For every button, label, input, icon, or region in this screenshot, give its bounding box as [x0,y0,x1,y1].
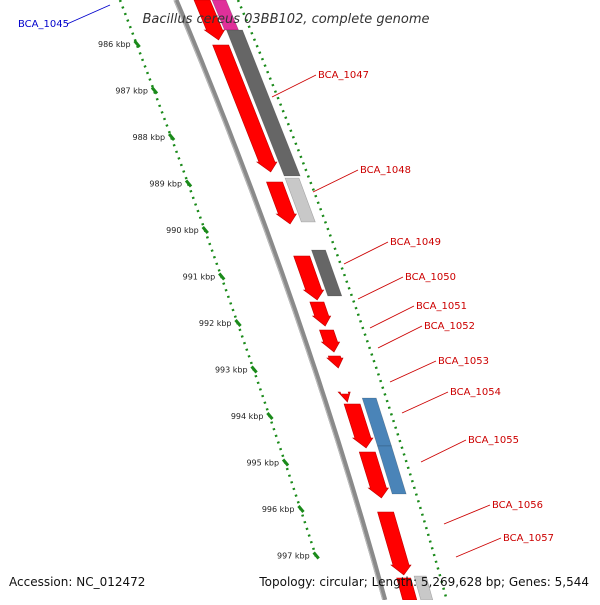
gene-label-bca-1051: BCA_1051 [416,301,467,312]
gene-feature-13 [343,403,374,449]
gene-feature-10 [326,355,344,369]
gene-leader-line [271,74,317,98]
gene-leader-line [443,504,491,525]
kbp-tick-label: 992 kbp [199,319,232,328]
gene-label-bca-1053: BCA_1053 [438,356,489,367]
kbp-tick-label: 987 kbp [115,87,148,96]
kbp-tick-mark [133,40,141,48]
gene-label-bca-1054: BCA_1054 [450,387,501,398]
kbp-tick-label: 991 kbp [183,273,216,282]
kbp-tick-label: 994 kbp [231,412,264,421]
kbp-tick-label: 986 kbp [98,40,131,49]
gene-label-bca-1047: BCA_1047 [318,70,369,81]
inner-ruler [118,0,319,561]
kbp-tick-label: 995 kbp [246,459,279,468]
gene-label-bca-1049: BCA_1049 [390,237,441,248]
kbp-tick-label: 988 kbp [133,133,166,142]
backbone-arc [173,0,388,601]
kbp-tick-mark [201,226,209,234]
kbp-tick-mark [266,412,274,420]
gene-labels: BCA_1045 BCA_1047 BCA_1048 BCA_1049 BCA_1050… [18,4,554,558]
gene-feature-9 [319,329,341,353]
gene-feature-15 [358,451,389,499]
gene-leader-line [377,325,423,349]
feature-tracks [173,0,434,601]
genome-title: Bacillus cereus 03BB102, complete genome [142,12,429,27]
gene-feature-8 [309,301,332,327]
kbp-tick-label: 997 kbp [277,552,310,561]
kbp-tick-mark [150,86,159,95]
kbp-tick-mark [234,319,242,327]
kbp-tick-mark [184,179,193,188]
gene-feature-16 [377,511,412,576]
gene-label-bca-1045: BCA_1045 [18,19,69,30]
kbp-tick-mark [250,365,258,374]
gene-leader-line [389,360,437,383]
genome-summary: Topology: circular; Length: 5,269,628 bp… [258,575,589,589]
gene-leader-line [455,537,502,558]
gene-label-bca-1050: BCA_1050 [405,272,456,283]
kbp-tick-label: 993 kbp [215,366,248,375]
gene-feature-5 [266,181,297,225]
gene-feature-7 [293,255,325,301]
kbp-tick-label: 989 kbp [149,180,182,189]
gene-feature-2 [226,29,301,177]
kbp-tick-mark [218,272,226,281]
gene-feature-6 [311,249,343,297]
backbone-arc-highlight [173,0,384,601]
kbp-tick-mark [281,458,290,467]
gene-feature-4 [284,177,316,223]
gene-feature-0 [193,0,226,41]
gene-feature-11 [337,391,351,403]
gene-label-bca-1056: BCA_1056 [492,500,543,511]
gene-label-bca-1048: BCA_1048 [360,165,411,176]
gene-feature-3 [212,44,278,173]
kbp-ruler: 986 kbp 987 kbp 988 kbp 989 kbp 990 kbp 991 k… [98,0,449,601]
gene-leader-line [66,4,111,25]
gene-leader-line [343,241,389,265]
kbp-tick-mark [167,133,176,141]
kbp-tick-label: 990 kbp [166,226,199,235]
gene-leader-line [401,391,449,414]
kbp-tick-mark [297,505,305,513]
gene-leader-line [420,439,467,463]
gene-label-bca-1055: BCA_1055 [468,435,519,446]
kbp-tick-label: 996 kbp [262,505,295,514]
gene-label-bca-1057: BCA_1057 [503,533,554,544]
gene-label-bca-1052: BCA_1052 [424,321,475,332]
gene-leader-line [312,169,359,193]
gene-leader-line [357,276,404,300]
accession-label: Accession: NC_012472 [9,575,145,589]
gene-leader-line [369,305,415,329]
gene-feature-14 [377,445,407,495]
kbp-tick-mark [312,551,320,560]
